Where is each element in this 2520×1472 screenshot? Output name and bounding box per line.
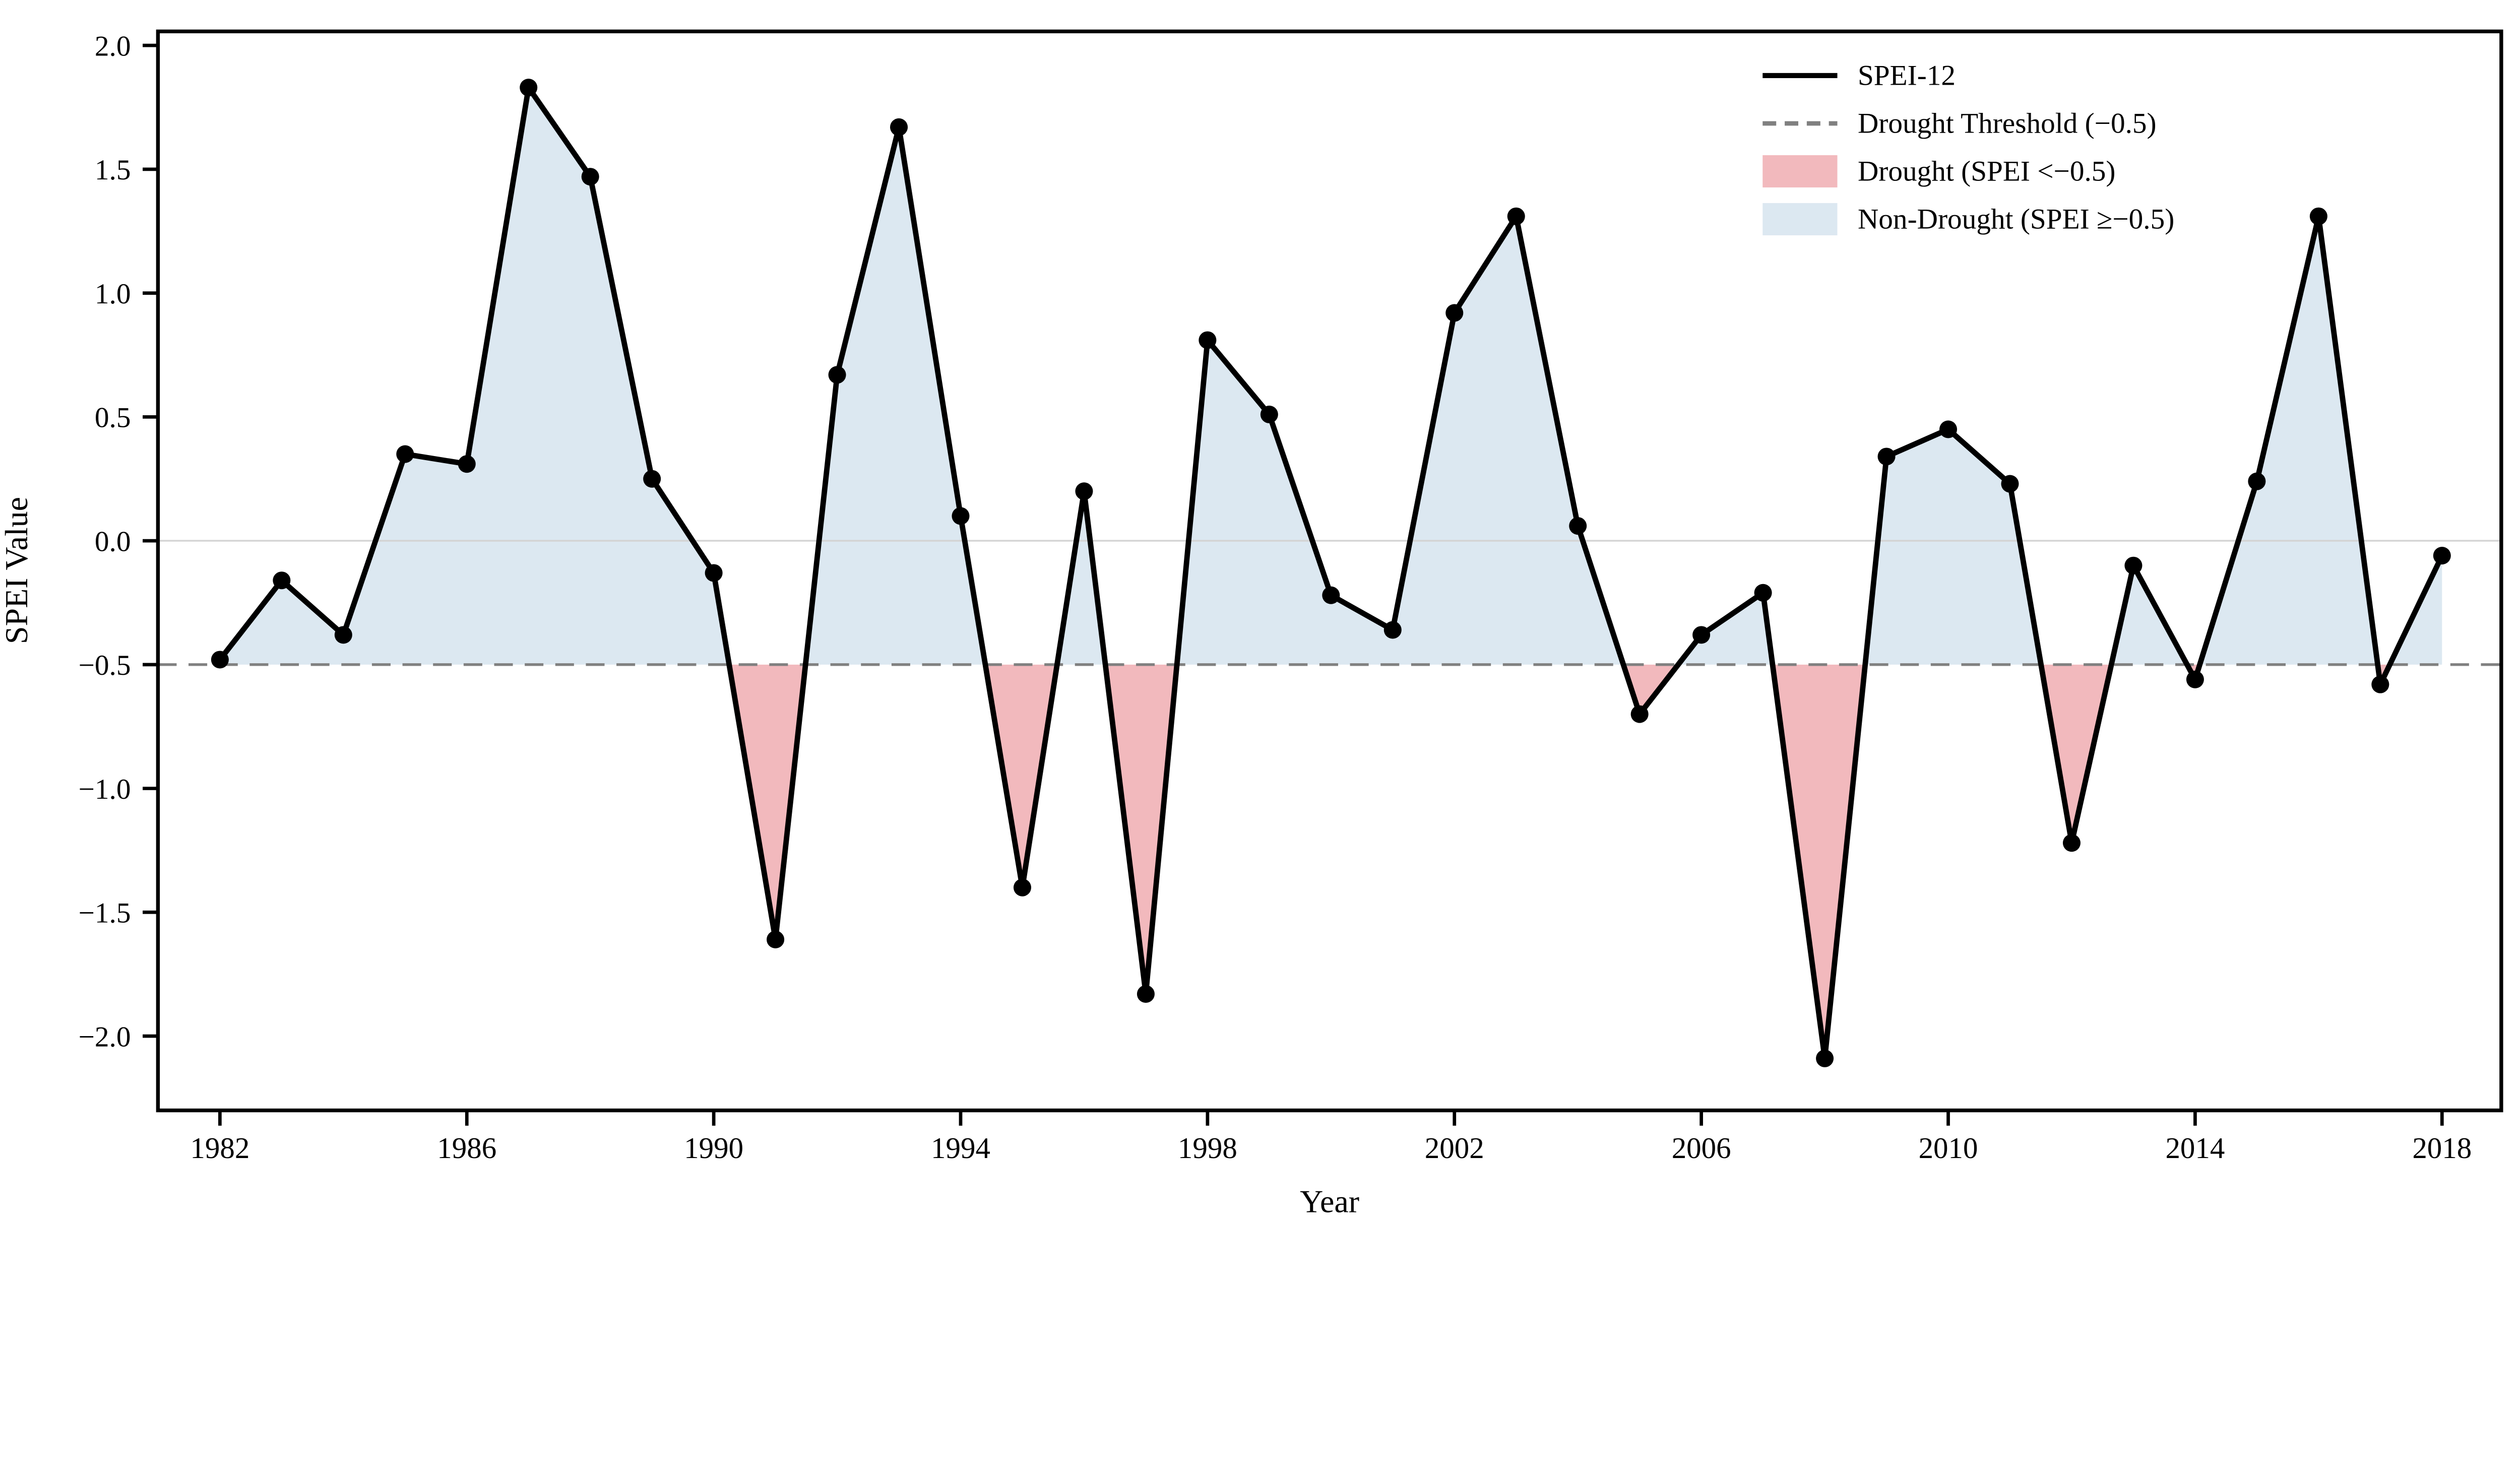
x-tick-label: 2014 — [2165, 1131, 2225, 1165]
legend-label-nondrought: Non-Drought (SPEI ≥−0.5) — [1858, 203, 2174, 235]
data-point-2009 — [1877, 447, 1896, 466]
x-tick-label: 2006 — [1672, 1131, 1731, 1165]
data-point-2003 — [1507, 207, 1525, 225]
data-point-1994 — [952, 507, 970, 525]
drought-fill-area — [220, 664, 2442, 1059]
data-point-2017 — [2371, 675, 2389, 693]
data-point-1984 — [334, 626, 352, 644]
y-tick-label: 0.0 — [95, 526, 131, 557]
fill-areas — [220, 87, 2442, 1059]
x-tick-label: 2018 — [2412, 1131, 2472, 1165]
legend-label-spei: SPEI-12 — [1858, 59, 1956, 91]
data-point-2005 — [1630, 705, 1649, 723]
y-tick-label: 1.5 — [95, 154, 131, 186]
data-point-1998 — [1199, 331, 1217, 349]
y-tick-label: −2.0 — [79, 1021, 131, 1053]
data-point-1988 — [581, 168, 599, 186]
data-point-1990 — [705, 564, 723, 582]
y-tick-label: 0.5 — [95, 402, 131, 434]
data-point-2008 — [1816, 1049, 1834, 1067]
data-point-1996 — [1075, 482, 1093, 500]
spei-drought-chart: 2.0 1.5 1.0 0.5 0.0 −0.5 −1.0 −1.5 −2.0 1982 1986 1… — [0, 29, 2503, 1220]
data-point-1982 — [211, 651, 229, 669]
data-point-1997 — [1137, 985, 1155, 1003]
data-point-2013 — [2124, 556, 2143, 574]
data-point-1983 — [273, 571, 291, 590]
x-axis-label: Year — [1300, 1184, 1359, 1220]
data-point-2012 — [2062, 834, 2081, 852]
x-tick-label: 1982 — [190, 1131, 249, 1165]
data-point-1993 — [890, 118, 908, 136]
axes-group — [143, 29, 2503, 1126]
plot-border — [156, 29, 2503, 1113]
data-point-markers — [211, 79, 2451, 1067]
y-axis-label: SPEI Value — [0, 497, 34, 644]
data-point-2010 — [1939, 420, 1958, 438]
chart-canvas: 2.0 1.5 1.0 0.5 0.0 −0.5 −1.0 −1.5 −2.0 1982 1986 1… — [0, 29, 2503, 1220]
x-tick-label: 2002 — [1425, 1131, 1484, 1165]
data-point-1985 — [396, 445, 414, 463]
y-tick-label: −0.5 — [79, 650, 131, 681]
data-point-2011 — [2001, 475, 2019, 493]
data-point-2007 — [1754, 584, 1772, 602]
y-tick-label: −1.0 — [79, 774, 131, 805]
data-point-1989 — [643, 470, 661, 488]
legend-nondrought-swatch — [1762, 203, 1838, 235]
data-point-1999 — [1260, 405, 1278, 423]
data-point-1986 — [458, 455, 476, 473]
x-tick-label: 2010 — [1919, 1131, 1978, 1165]
y-tick-label: 2.0 — [95, 30, 131, 62]
legend-label-drought: Drought (SPEI <−0.5) — [1858, 155, 2116, 187]
x-tick-label: 1998 — [1178, 1131, 1237, 1165]
legend-drought-swatch — [1762, 155, 1838, 187]
data-point-2002 — [1445, 304, 1464, 322]
tick-labels-group: 2.0 1.5 1.0 0.5 0.0 −0.5 −1.0 −1.5 −2.0 1982 1986 1… — [79, 30, 2472, 1164]
data-point-2018 — [2433, 547, 2451, 565]
legend: SPEI-12 Drought Threshold (−0.5) Drought… — [1762, 59, 2174, 235]
data-point-1995 — [1013, 878, 1032, 897]
legend-label-threshold: Drought Threshold (−0.5) — [1858, 107, 2157, 139]
data-point-2016 — [2309, 207, 2327, 225]
y-tick-label: 1.0 — [95, 278, 131, 310]
data-point-1991 — [767, 930, 785, 948]
data-point-2014 — [2186, 670, 2204, 688]
x-tick-label: 1986 — [437, 1131, 496, 1165]
x-tick-label: 1994 — [931, 1131, 990, 1165]
nondrought-fill-area — [220, 87, 2442, 665]
data-point-1992 — [828, 366, 846, 384]
data-point-2006 — [1692, 626, 1711, 644]
data-point-2000 — [1322, 586, 1340, 604]
x-tick-label: 1990 — [684, 1131, 743, 1165]
data-point-2015 — [2248, 472, 2266, 490]
y-tick-label: −1.5 — [79, 898, 131, 929]
data-point-2001 — [1383, 621, 1402, 639]
data-point-2004 — [1569, 517, 1587, 535]
data-point-1987 — [520, 79, 538, 97]
